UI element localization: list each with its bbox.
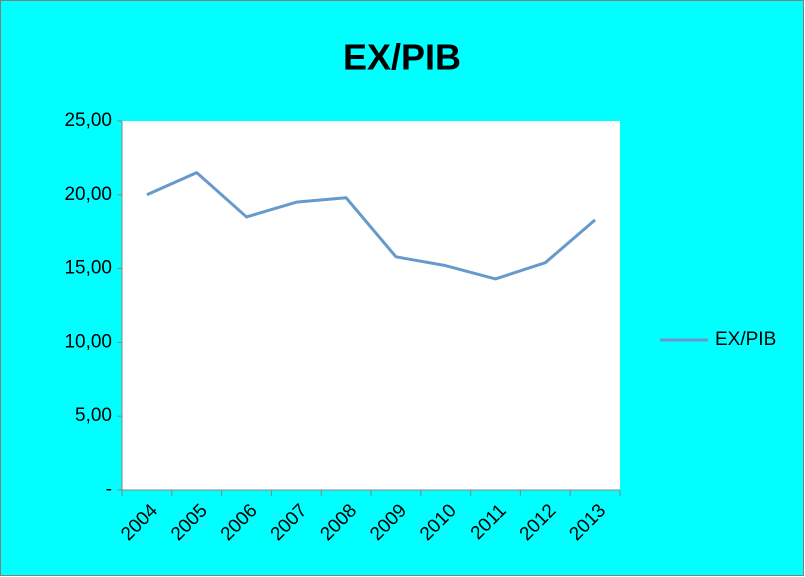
y-tick-label: 5,00: [75, 405, 112, 426]
legend-label: EX/PIB: [715, 329, 776, 350]
plot-area: [122, 121, 620, 490]
y-tick-label: 10,00: [64, 331, 112, 352]
chart-title: EX/PIB: [343, 37, 461, 78]
y-tick-label: 25,00: [64, 110, 112, 131]
y-tick-label: -: [106, 479, 112, 500]
y-tick-label: 15,00: [64, 258, 112, 279]
y-tick-label: 20,00: [64, 184, 112, 205]
line-series: [146, 171, 597, 281]
